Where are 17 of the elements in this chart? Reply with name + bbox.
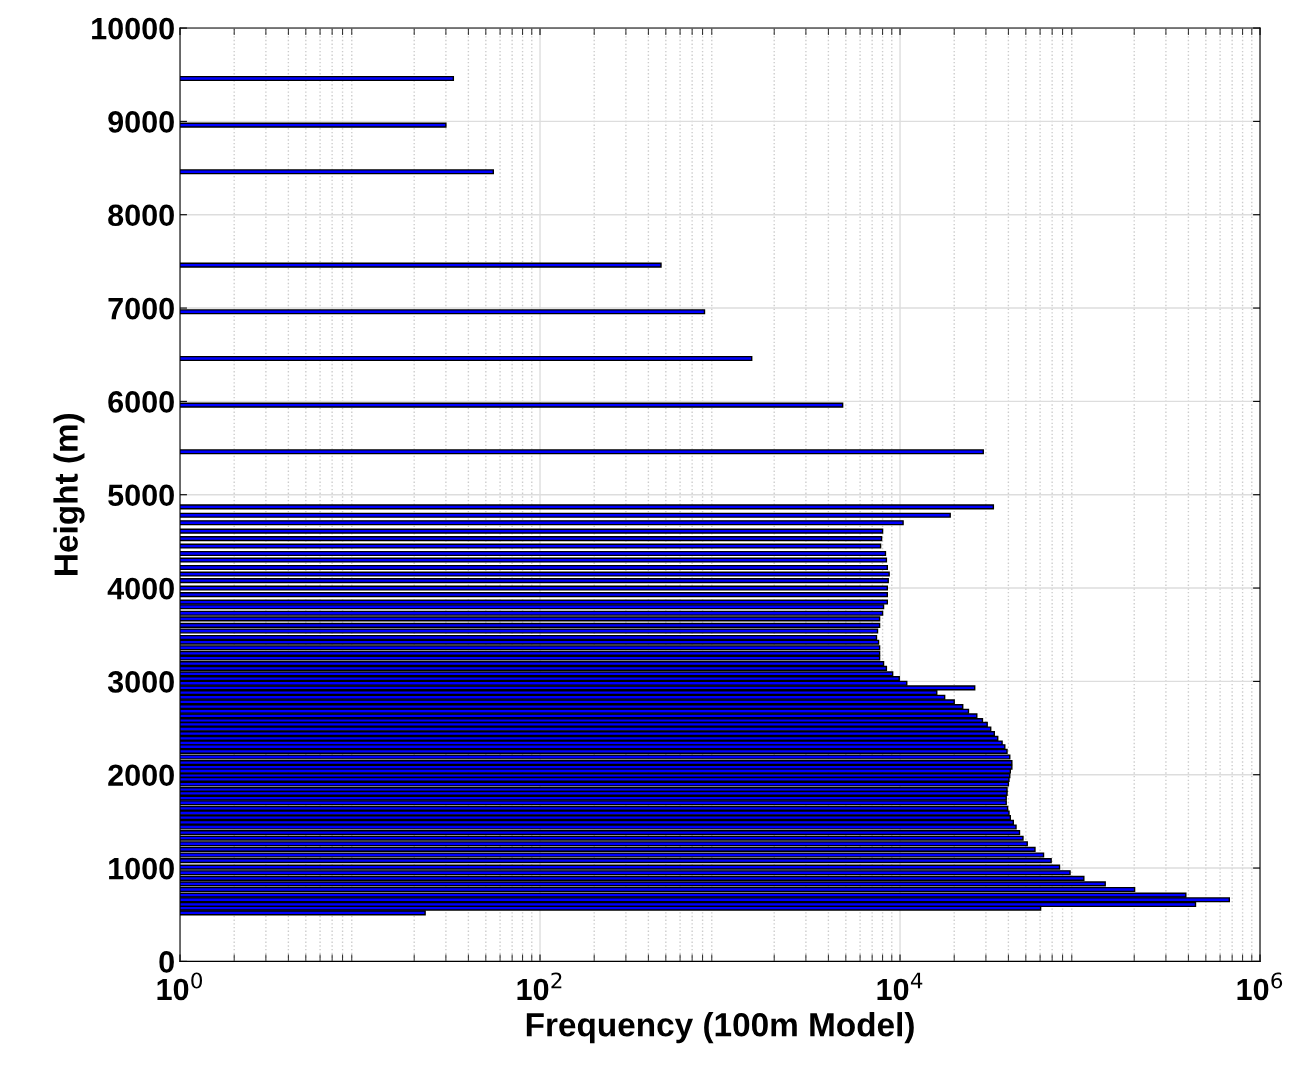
x-tick-label: 10$^{4}$ — [877, 972, 923, 1001]
y-tick-label: 1000 — [109, 857, 174, 880]
y-tick-label: 4000 — [107, 577, 174, 600]
y-axis-title: Height (m) — [53, 413, 85, 575]
y-tick-label: 10000 — [92, 17, 174, 40]
y-tick-label: 0 — [159, 951, 174, 973]
y-tick-label: 2000 — [108, 764, 174, 787]
y-tick-label: 8000 — [108, 204, 174, 227]
x-tick-label: 10$^{6}$ — [1237, 972, 1283, 1001]
x-axis-title: Frequency (100m Model) — [526, 1012, 914, 1044]
y-tick-label: 6000 — [108, 391, 174, 413]
x-tick-label: 10$^{0}$ — [157, 972, 203, 1001]
x-tick-label: 10$^{2}$ — [517, 972, 562, 1001]
y-tick-label: 3000 — [107, 671, 174, 693]
y-tick-label: 9000 — [108, 111, 174, 133]
y-tick-label: 5000 — [108, 484, 174, 507]
y-tick-label: 7000 — [108, 297, 174, 320]
